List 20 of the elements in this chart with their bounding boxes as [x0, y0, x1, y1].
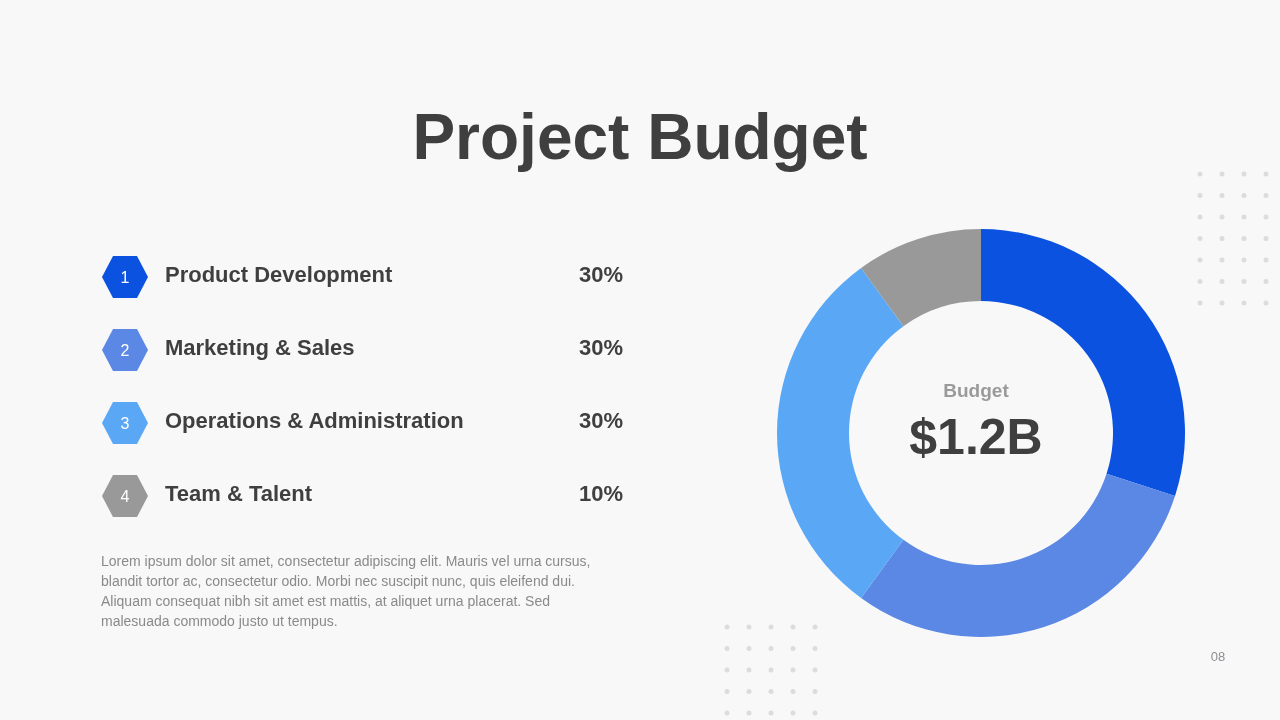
- hexagon-icon: 2: [101, 328, 149, 372]
- donut-slice: [861, 229, 981, 327]
- text: $1.2B: [908, 408, 1044, 466]
- donut-slice: [861, 473, 1176, 637]
- text: 08: [1209, 649, 1227, 664]
- hexagon-icon: 3: [101, 401, 149, 445]
- hexagon-icon: 4: [101, 474, 149, 518]
- data-label: 10%: [578, 481, 623, 507]
- text: Budget: [942, 380, 1010, 402]
- chart-title: Project Budget: [411, 100, 869, 174]
- data-label: 30%: [578, 408, 623, 434]
- legend-label: Marketing & Sales: [165, 335, 355, 361]
- text: Lorem ipsum dolor sit amet, consectetur adipiscing elit. Mauris vel urna cursus, blandit tortor ac, consectetur odio. Morbi nec suscipit nunc, quis eleifend dui. Aliquam consequat nibh sit amet est mattis, at aliquet urna placerat. Sed malesuada commodo justo ut tempus.: [101, 552, 592, 631]
- legend-label: Team & Talent: [165, 481, 313, 507]
- data-label: 30%: [578, 335, 623, 361]
- hexagon-icon: 1: [101, 255, 149, 299]
- legend-label: Operations & Administration: [165, 408, 464, 434]
- donut-slice: [777, 267, 904, 599]
- legend-label: Product Development: [165, 262, 393, 288]
- data-label: 30%: [578, 262, 623, 288]
